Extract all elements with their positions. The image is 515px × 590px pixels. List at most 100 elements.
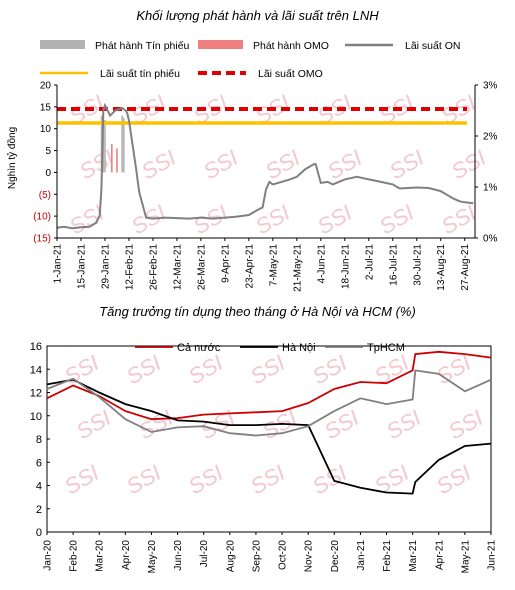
watermark-text: SSI [199, 145, 242, 184]
bar [121, 115, 123, 173]
chart2-frame [46, 345, 492, 533]
y-tick-label: 20 [40, 81, 52, 92]
bar [123, 117, 125, 173]
watermark-text: SSI [444, 405, 487, 444]
x-tick-label: 1-Jan-21 [53, 244, 64, 284]
y-tick-label: 6 [36, 457, 42, 469]
watermark-text: SSI [251, 200, 294, 239]
watermark-text: SSI [65, 200, 108, 239]
chart2-title: Tăng trưởng tín dụng theo tháng ở Hà Nội… [99, 304, 416, 319]
series-line-cả-nước [46, 350, 492, 421]
y-tick-label: 15 [40, 102, 52, 113]
bar [111, 144, 113, 173]
x-tick-label: 16-Jul-21 [388, 244, 399, 286]
watermark-text: SSI [246, 350, 289, 389]
legend-label: Hà Nội [282, 342, 316, 354]
watermark-text: SSI [308, 350, 351, 389]
watermark-text: SSI [308, 460, 351, 499]
x-tick-label: Mar-20 [95, 540, 106, 572]
x-tick-label: 12-Feb-21 [124, 244, 135, 291]
x-tick-label: Jan-20 [43, 540, 54, 571]
x-tick-label: 4-Jun-21 [316, 244, 327, 284]
watermark-text: SSI [196, 405, 239, 444]
y-tick-label: (15) [33, 234, 51, 245]
y-tick-label: 10 [30, 411, 42, 423]
watermark-text: SSI [122, 460, 165, 499]
y2-tick-label: 1% [483, 183, 498, 194]
chart1-series-lines [56, 102, 474, 230]
legend-label: Lãi suất tín phiếu [100, 68, 180, 80]
watermark-text: SSI [313, 200, 356, 239]
x-tick-label: Dec-20 [330, 540, 341, 573]
chart1-ylabel: Nghìn tỷ đồng [6, 127, 18, 189]
watermark-text: SSI [127, 200, 170, 239]
x-tick-label: Oct-20 [278, 540, 289, 570]
chart2-legend: Cả nước Hà Nội TpHCM [135, 342, 405, 354]
x-tick-label: 30-Jul-21 [412, 244, 423, 286]
x-tick-label: Sep-20 [251, 540, 262, 573]
x-tick-label: 7-May-21 [268, 244, 279, 287]
y-tick-label: 5 [45, 146, 51, 157]
y-tick-label: 12 [30, 388, 42, 400]
x-tick-label: Apr-20 [121, 540, 132, 570]
chart1-legend: Phát hành Tín phiếu Phát hành OMO Lãi suất… [40, 40, 460, 80]
watermark-text: SSI [72, 405, 115, 444]
legend-swatch [198, 40, 243, 49]
watermark-text: SSI [375, 200, 418, 239]
x-tick-label: Feb-21 [382, 540, 393, 572]
chart1-axes: 20 15 10 5 0 (5) (10) (15) 3% 2% 1% 0% 1-Jan-21 15-Ja… [33, 81, 497, 292]
watermark-text: SSI [432, 350, 475, 389]
x-tick-label: Jan-21 [356, 540, 367, 571]
watermark-text: SSI [60, 350, 103, 389]
chart2-series-lines [46, 350, 492, 495]
plot-frame [46, 345, 492, 533]
watermark-text: SSI [246, 460, 289, 499]
y2-tick-label: 0% [483, 234, 498, 245]
watermark-text: SSI [184, 350, 227, 389]
on-rate-line [56, 102, 474, 230]
watermark-text: SSI [184, 460, 227, 499]
series-line-hà-nội [46, 378, 492, 495]
y-tick-label: 0 [45, 168, 51, 179]
x-tick-label: 2-Jul-21 [364, 244, 375, 281]
watermark-text: SSI [60, 460, 103, 499]
x-tick-label: 18-Jun-21 [340, 244, 351, 289]
x-tick-label: 29-Jan-21 [100, 244, 111, 289]
legend-label: Lãi suất ON [405, 40, 460, 52]
y-tick-label: (5) [39, 190, 51, 201]
legend-label: TpHCM [367, 342, 405, 354]
watermark-text: SSI [134, 405, 177, 444]
x-tick-label: Aug-20 [225, 540, 236, 573]
x-tick-label: Jun-20 [173, 540, 184, 571]
x-tick-label: 13-Aug-21 [436, 244, 447, 291]
x-tick-label: 26-Feb-21 [148, 244, 159, 291]
x-tick-label: 9-Apr-21 [220, 244, 231, 283]
watermark-text: SSI [382, 405, 425, 444]
x-tick-label: 15-Jan-21 [76, 244, 87, 289]
watermark-text: SSI [137, 145, 180, 184]
watermark-text: SSI [447, 145, 490, 184]
watermark-text: SSI [370, 460, 413, 499]
y2-tick-label: 2% [483, 132, 498, 143]
x-tick-label: May-20 [147, 540, 158, 574]
watermark-text: SSI [437, 200, 480, 239]
watermark-text: SSI [122, 350, 165, 389]
y-tick-label: 14 [30, 364, 42, 376]
watermark-text: SSI [385, 145, 428, 184]
x-tick-label: Nov-20 [304, 540, 315, 573]
legend-label: Lãi suất OMO [258, 68, 323, 80]
x-tick-label: Mar-21 [408, 540, 419, 572]
x-tick-label: 21-May-21 [292, 244, 303, 292]
legend-label: Cả nước [177, 342, 221, 354]
x-tick-label: 26-Mar-21 [196, 244, 207, 291]
x-tick-label: May-21 [460, 540, 471, 574]
chart1-rate-lines [57, 107, 467, 125]
x-tick-label: Apr-21 [434, 540, 445, 570]
x-tick-label: 12-Mar-21 [172, 244, 183, 291]
watermark-text: SSI [432, 460, 475, 499]
watermark-text: SSI [258, 405, 301, 444]
y-tick-label: 8 [36, 434, 42, 446]
